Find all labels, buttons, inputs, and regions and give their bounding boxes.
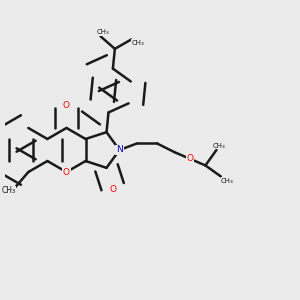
Text: CH₃: CH₃ <box>96 29 109 35</box>
Text: CH₃: CH₃ <box>221 178 234 184</box>
Text: O: O <box>63 101 70 110</box>
Text: CH₃: CH₃ <box>2 186 16 195</box>
Text: CH₃: CH₃ <box>212 142 225 148</box>
Text: O: O <box>63 167 70 176</box>
Text: O: O <box>109 185 116 194</box>
Text: CH₃: CH₃ <box>131 40 144 46</box>
Text: N: N <box>116 146 123 154</box>
Text: O: O <box>187 154 194 163</box>
